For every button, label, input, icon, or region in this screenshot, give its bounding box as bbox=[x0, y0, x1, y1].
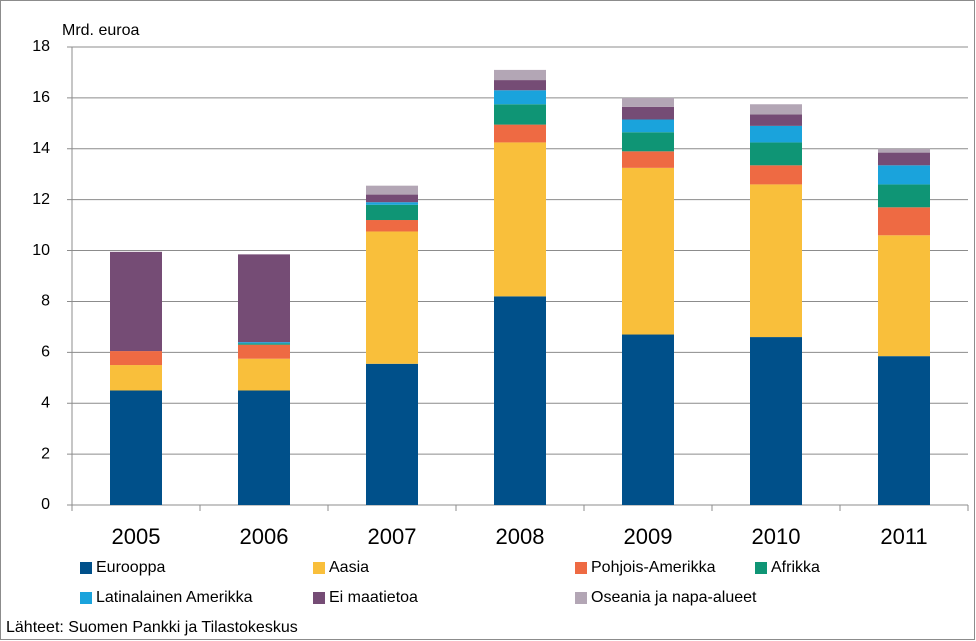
legend-label: Afrikka bbox=[771, 559, 820, 576]
bar-segment bbox=[366, 363, 418, 505]
bar-segment bbox=[878, 165, 930, 185]
bar-segment bbox=[494, 142, 546, 297]
bar-segment bbox=[494, 80, 546, 91]
legend-swatch bbox=[80, 592, 92, 604]
bar-segment bbox=[622, 119, 674, 133]
bar-segment bbox=[110, 351, 162, 366]
legend-label: Latinalainen Amerikka bbox=[96, 589, 253, 606]
legend-swatch bbox=[313, 562, 325, 574]
legend-label: Pohjois-Amerikka bbox=[591, 559, 716, 576]
bar-segment bbox=[750, 104, 802, 115]
bar-segment bbox=[110, 251, 162, 352]
y-tick-label: 16 bbox=[32, 89, 50, 106]
bar-segment bbox=[238, 342, 290, 344]
bar-segment bbox=[878, 152, 930, 166]
bar-segment bbox=[622, 106, 674, 120]
x-tick-label: 2011 bbox=[880, 524, 927, 549]
bar-segment bbox=[622, 334, 674, 505]
legend-label: Ei maatietoa bbox=[329, 589, 418, 606]
bar-segment bbox=[238, 344, 290, 359]
legend-swatch bbox=[755, 562, 767, 574]
bar-segment bbox=[366, 194, 418, 203]
y-tick-label: 2 bbox=[41, 445, 50, 462]
legend-swatch bbox=[80, 562, 92, 574]
legend-swatch bbox=[575, 592, 587, 604]
y-tick-label: 18 bbox=[32, 38, 50, 55]
legend-swatch bbox=[313, 592, 325, 604]
bar-segment bbox=[878, 184, 930, 208]
bar-segment bbox=[622, 132, 674, 152]
bar-segment bbox=[622, 167, 674, 335]
bar-segment bbox=[366, 231, 418, 364]
bar-segment bbox=[366, 204, 418, 221]
bar-segment bbox=[494, 104, 546, 125]
x-tick-label: 2010 bbox=[752, 524, 801, 549]
bar-segment bbox=[238, 358, 290, 391]
bar-segment bbox=[366, 185, 418, 195]
y-tick-label: 10 bbox=[32, 242, 50, 259]
legend-label: Oseania ja napa-alueet bbox=[591, 589, 757, 606]
y-tick-label: 6 bbox=[41, 344, 50, 361]
source-note: Lähteet: Suomen Pankki ja Tilastokeskus bbox=[6, 619, 298, 636]
y-axis-label: Mrd. euroa bbox=[62, 22, 139, 39]
bar-segment bbox=[110, 390, 162, 505]
bar-segment bbox=[750, 142, 802, 166]
y-tick-label: 12 bbox=[32, 191, 50, 208]
bar-segment bbox=[494, 124, 546, 143]
y-tick-label: 14 bbox=[32, 140, 50, 157]
bar-segment bbox=[878, 148, 930, 153]
x-tick-label: 2007 bbox=[368, 524, 417, 549]
bar-segment bbox=[622, 151, 674, 168]
bar-segment bbox=[238, 343, 290, 345]
bar-segment bbox=[366, 202, 418, 205]
bar-segment bbox=[494, 90, 546, 105]
x-tick-label: 2006 bbox=[240, 524, 289, 549]
bar-segment bbox=[366, 220, 418, 232]
bar-segment bbox=[878, 207, 930, 236]
bar-segment bbox=[750, 125, 802, 143]
bar-segment bbox=[238, 254, 290, 343]
bar-segment bbox=[622, 97, 674, 107]
bar-segment bbox=[494, 296, 546, 505]
legend-label: Aasia bbox=[329, 559, 369, 576]
bar-segment bbox=[238, 390, 290, 505]
bar-segment bbox=[750, 114, 802, 126]
bar-segment bbox=[110, 365, 162, 391]
x-tick-label: 2005 bbox=[112, 524, 161, 549]
legend-swatch bbox=[575, 562, 587, 574]
bar-segment bbox=[494, 69, 546, 81]
y-tick-label: 8 bbox=[41, 293, 50, 310]
x-tick-label: 2008 bbox=[496, 524, 545, 549]
y-tick-label: 0 bbox=[41, 496, 50, 513]
bar-segment bbox=[878, 356, 930, 505]
bar-segment bbox=[878, 235, 930, 357]
x-tick-label: 2009 bbox=[624, 524, 673, 549]
bar-segment bbox=[750, 165, 802, 185]
y-tick-label: 4 bbox=[41, 394, 50, 411]
legend-label: Eurooppa bbox=[96, 559, 165, 576]
bar-segment bbox=[750, 184, 802, 338]
bar-segment bbox=[750, 337, 802, 505]
